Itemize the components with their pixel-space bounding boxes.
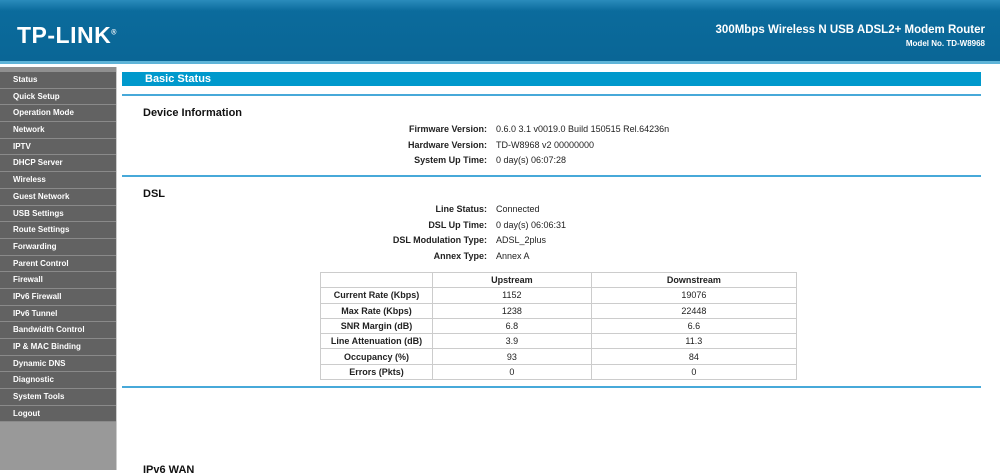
info-label: DSL Up Time: <box>428 219 487 230</box>
info-label: System Up Time: <box>414 155 487 166</box>
cell-value: 0 <box>590 363 798 381</box>
cell-value: 6.6 <box>590 317 798 335</box>
cell-value: 1152 <box>432 287 592 304</box>
column-header: Upstream <box>432 271 592 289</box>
sidebar-item-guest-network[interactable]: Guest Network <box>0 188 116 206</box>
cell-value: 22448 <box>590 302 798 319</box>
sidebar-item-diagnostic[interactable]: Diagnostic <box>0 372 116 390</box>
product-name: 300Mbps Wireless N USB ADSL2+ Modem Rout… <box>715 24 985 36</box>
row-label: Current Rate (Kbps) <box>320 287 433 304</box>
info-label: Annex Type: <box>433 251 487 262</box>
sidebar-item-system-tools[interactable]: System Tools <box>0 389 116 406</box>
sidebar-item-ipv6-tunnel[interactable]: IPv6 Tunnel <box>0 305 116 323</box>
table-row: Max Rate (Kbps) 1238 22448 <box>320 302 798 319</box>
sidebar-item-dhcp-server[interactable]: DHCP Server <box>0 155 116 173</box>
table-row: Line Attenuation (dB) 3.9 11.3 <box>320 333 798 350</box>
cell-value: 84 <box>590 348 798 365</box>
sidebar-item-forwarding[interactable]: Forwarding <box>0 238 116 256</box>
info-value: 0 day(s) 06:07:28 <box>496 155 567 166</box>
divider <box>122 386 981 388</box>
info-label: Line Status: <box>435 204 487 214</box>
divider <box>122 175 981 177</box>
sidebar-item-network[interactable]: Network <box>0 122 116 139</box>
ipv6-wan-heading: IPv6 WAN <box>143 464 195 476</box>
row-label: Line Attenuation (dB) <box>320 333 433 350</box>
sidebar-item-logout[interactable]: Logout <box>0 405 116 423</box>
cell-value: 3.9 <box>432 333 592 350</box>
cell-value: 6.8 <box>432 317 592 335</box>
model-number: Model No. TD-W8968 <box>905 39 985 48</box>
info-label: Hardware Version: <box>407 139 487 150</box>
info-label: DSL Modulation Type: <box>392 235 487 246</box>
table-row: Current Rate (Kbps) 1152 19076 <box>320 287 798 304</box>
sidebar-item-status[interactable]: Status <box>0 72 116 89</box>
sidebar-item-quick-setup[interactable]: Quick Setup <box>0 88 116 106</box>
row-label: Max Rate (Kbps) <box>320 302 433 319</box>
info-value: ADSL_2plus <box>496 235 547 246</box>
sidebar-item-usb-settings[interactable]: USB Settings <box>0 205 116 223</box>
cell-value: 0 <box>432 363 592 381</box>
sidebar-item-wireless[interactable]: Wireless <box>0 172 116 189</box>
info-value: Connected <box>496 204 540 214</box>
cell-value: 11.3 <box>590 333 798 350</box>
table-row: SNR Margin (dB) 6.8 6.6 <box>320 317 798 335</box>
info-label: Firmware Version: <box>408 124 487 134</box>
sidebar-item-route-settings[interactable]: Route Settings <box>0 222 116 239</box>
sidebar-item-ipv6-firewall[interactable]: IPv6 Firewall <box>0 288 116 306</box>
cell-value: 93 <box>432 348 592 365</box>
sidebar-item-iptv[interactable]: IPTV <box>0 138 116 156</box>
sidebar-item-bandwidth-control[interactable]: Bandwidth Control <box>0 322 116 339</box>
info-value: 0.6.0 3.1 v0019.0 Build 150515 Rel.64236… <box>496 124 670 134</box>
sidebar-nav: Status Quick Setup Operation Mode Network IP… <box>0 67 117 470</box>
sidebar-item-parent-control[interactable]: Parent Control <box>0 255 116 273</box>
cell-value: 1238 <box>432 302 592 319</box>
logo-text: TP-LINK <box>17 22 112 48</box>
table-row: Occupancy (%) 93 84 <box>320 348 798 365</box>
sidebar-item-ip-mac-binding[interactable]: IP & MAC Binding <box>0 339 116 356</box>
device-info-heading: Device Information <box>143 107 243 119</box>
page-title: Basic Status <box>122 72 981 86</box>
header: TP-LINK® 300Mbps Wireless N USB ADSL2+ M… <box>0 0 1000 64</box>
tp-link-logo: TP-LINK® <box>17 22 117 48</box>
divider <box>122 94 981 96</box>
info-value: Annex A <box>496 251 530 262</box>
row-label: SNR Margin (dB) <box>320 317 433 335</box>
row-label: Errors (Pkts) <box>320 363 433 381</box>
column-header: Downstream <box>590 271 798 289</box>
cell-value: 19076 <box>590 287 798 304</box>
info-value: TD-W8968 v2 00000000 <box>496 139 595 150</box>
sidebar-item-firewall[interactable]: Firewall <box>0 272 116 289</box>
sidebar-item-dynamic-dns[interactable]: Dynamic DNS <box>0 355 116 373</box>
dsl-rate-table: Upstream Downstream Current Rate (Kbps) 115… <box>320 271 798 381</box>
row-label: Occupancy (%) <box>320 348 433 365</box>
dsl-heading: DSL <box>143 188 165 200</box>
column-header <box>320 271 433 289</box>
sidebar-item-operation-mode[interactable]: Operation Mode <box>0 105 116 123</box>
table-row: Errors (Pkts) 0 0 <box>320 363 798 381</box>
info-value: 0 day(s) 06:06:31 <box>496 219 567 230</box>
